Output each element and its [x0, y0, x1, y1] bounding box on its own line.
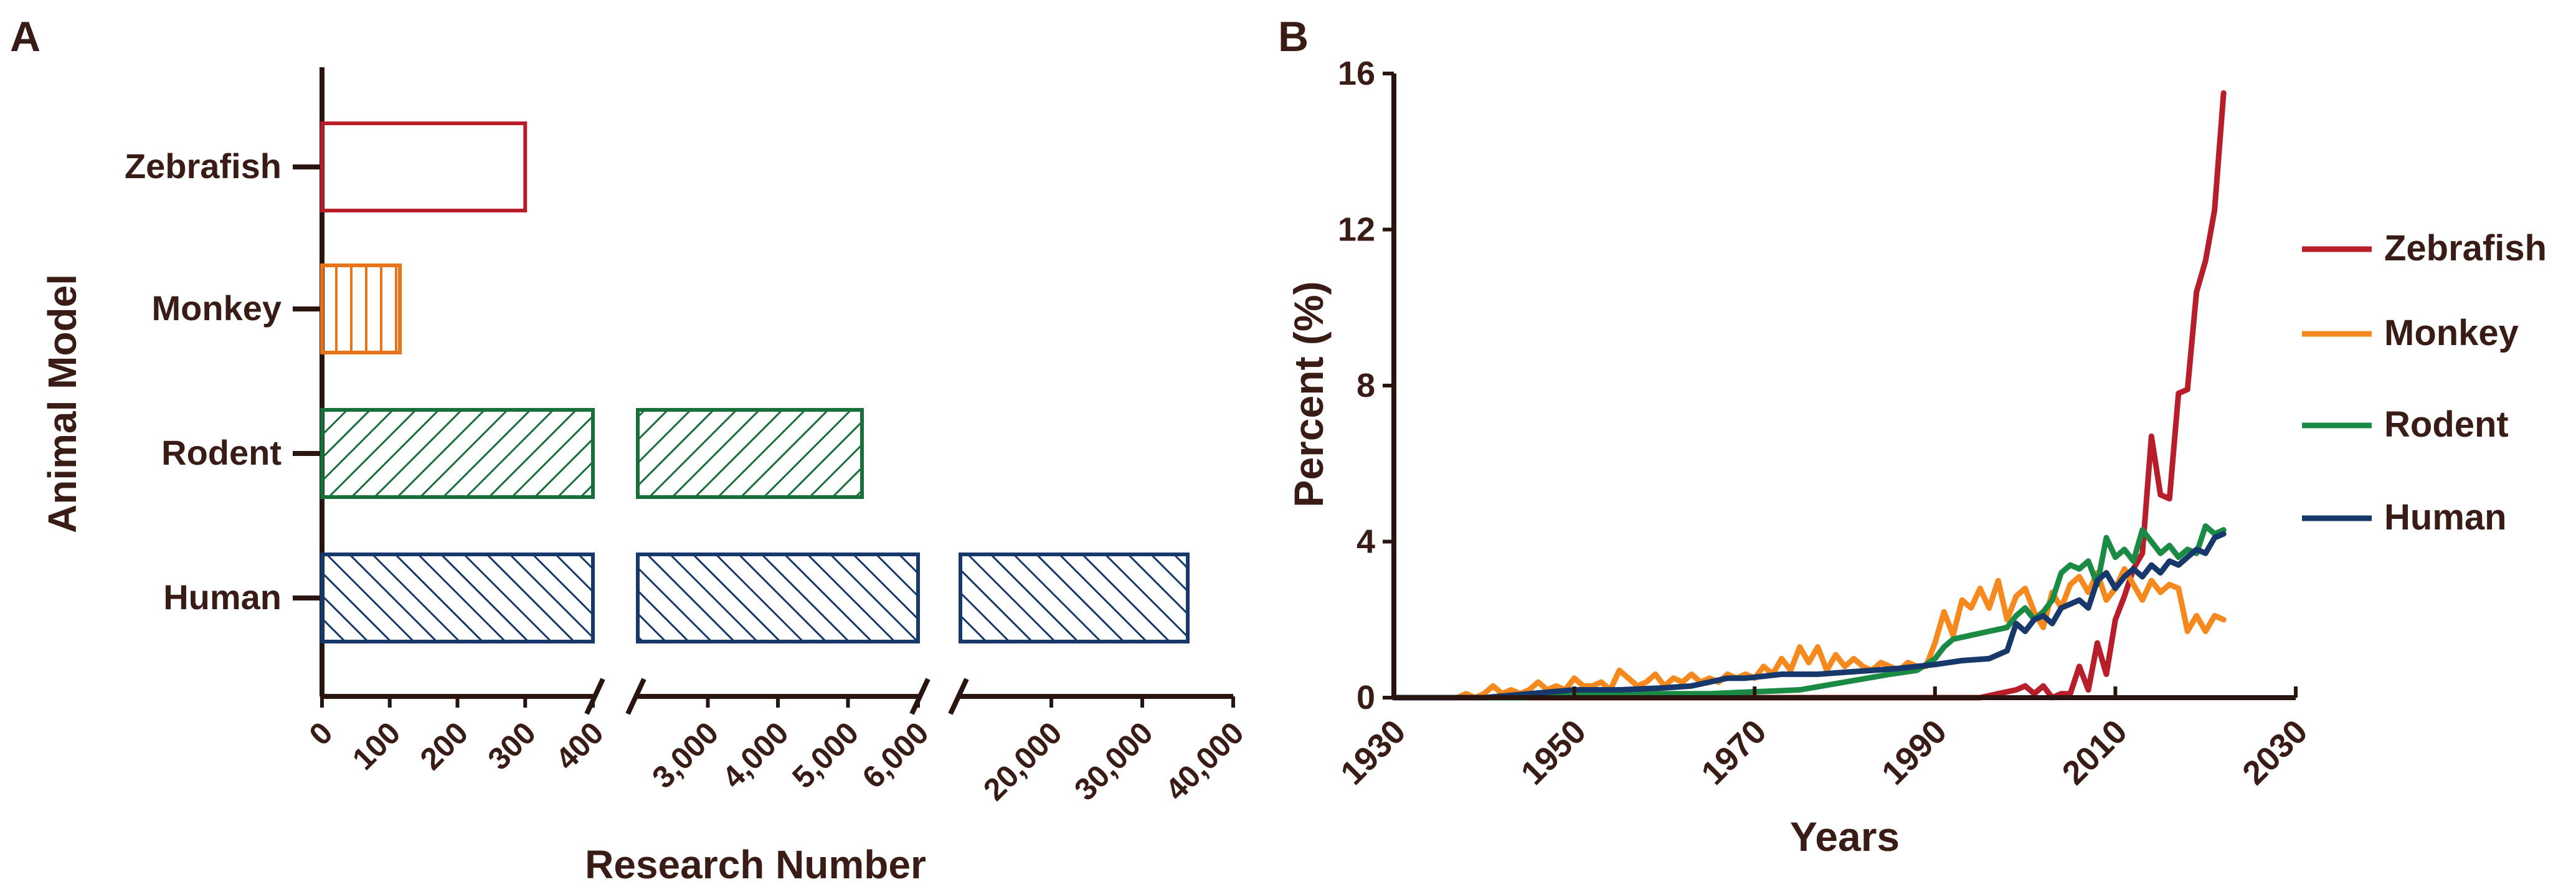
y-tick-label: 0: [1357, 679, 1375, 716]
category-label-rodent: Rodent: [161, 433, 282, 472]
series-line-zebrafish: [1391, 90, 2227, 701]
x-tick-label: 5,000: [785, 715, 865, 795]
axis-break-mark: [625, 678, 646, 715]
category-label-human: Human: [163, 577, 282, 617]
y-tick-label: 8: [1357, 367, 1375, 404]
x-tick-label: 30,000: [1068, 715, 1160, 807]
x-tick-label: 40,000: [1158, 715, 1251, 807]
y-tick-label: 4: [1357, 523, 1375, 561]
legend-label-human: Human: [2384, 497, 2507, 538]
x-tick-label: 4,000: [716, 715, 795, 795]
x-tick-label: 300: [481, 715, 542, 777]
x-tick-label: 3,000: [645, 715, 725, 795]
series-line-monkey: [1391, 566, 2227, 701]
x-tick-label: 100: [346, 715, 407, 777]
y-axis-title-a: Animal Model: [40, 274, 85, 533]
bar-human: [636, 553, 920, 643]
series-line-rodent: [1391, 523, 2227, 701]
bar-human: [959, 553, 1190, 643]
y-tick-label: 12: [1338, 211, 1375, 249]
x-tick-label: 400: [549, 715, 610, 777]
panel-label-b: B: [1278, 13, 1309, 60]
chart-b: 0 4 8 12 16 1930 1950 1970 1990 2010 2030 Years Perc…: [1286, 55, 2547, 860]
x-axis-title-a: Research Number: [585, 842, 926, 887]
bar-rodent: [636, 408, 864, 499]
x-tick-label: 2010: [2055, 713, 2134, 792]
bar-rodent: [320, 408, 595, 499]
bar-zebrafish: [320, 121, 528, 212]
x-tick-label: 1970: [1694, 713, 1773, 792]
x-tick-label: 0: [303, 715, 339, 752]
x-tick-label: 1930: [1333, 713, 1413, 792]
panel-label-a: A: [10, 13, 40, 60]
legend-label-zebrafish: Zebrafish: [2384, 228, 2547, 268]
legend-label-monkey: Monkey: [2384, 313, 2519, 353]
bar-monkey: [320, 263, 402, 354]
y-tick-label: 16: [1338, 55, 1375, 92]
category-label-monkey: Monkey: [152, 288, 282, 328]
category-label-zebrafish: Zebrafish: [125, 146, 282, 186]
x-tick-label: 200: [414, 715, 475, 777]
x-axis-title-b: Years: [1790, 814, 1900, 860]
series-line-human: [1391, 531, 2227, 701]
x-tick-label: 20,000: [977, 715, 1069, 807]
bar-human: [320, 553, 595, 643]
legend-label-rodent: Rodent: [2384, 404, 2509, 445]
x-tick-label: 6,000: [856, 715, 935, 795]
y-axis-title-b: Percent (%): [1286, 281, 1332, 507]
axis-break-mark: [948, 678, 969, 715]
x-tick-label: 2030: [2235, 713, 2314, 792]
x-tick-label: 1990: [1875, 713, 1954, 792]
x-tick-label: 1950: [1514, 713, 1593, 792]
